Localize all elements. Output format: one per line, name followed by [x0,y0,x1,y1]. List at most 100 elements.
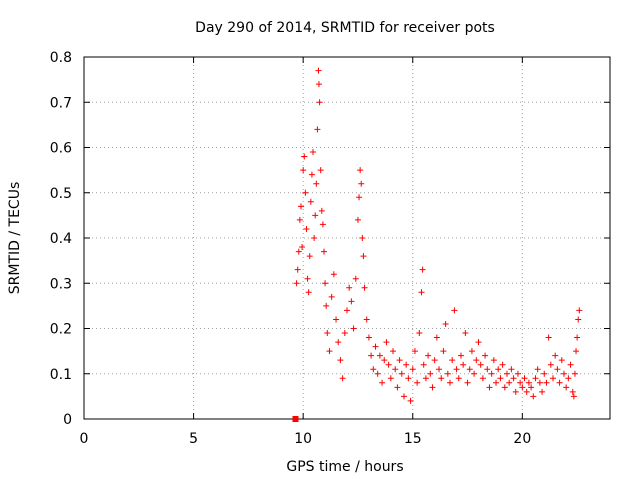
data-point [514,370,521,377]
data-point [543,379,550,386]
y-tick-label: 0.8 [50,50,72,66]
data-point [547,361,554,368]
data-point [569,388,576,395]
data-point [447,379,454,386]
data-point [422,375,429,382]
data-point [541,370,548,377]
data-point [307,198,314,205]
y-tick-label: 0.6 [50,141,72,157]
data-point [313,180,320,187]
data-point [565,375,572,382]
data-point [464,379,471,386]
data-point [532,375,539,382]
data-point [339,375,346,382]
data-point [400,393,407,400]
data-point [372,343,379,350]
x-tick-label: 0 [80,431,89,447]
data-point [383,339,390,346]
y-tick-label: 0.4 [50,231,72,247]
data-point [429,384,436,391]
data-point [344,307,350,314]
data-point [574,334,581,341]
data-point [381,357,388,364]
data-point [475,339,482,346]
data-point [376,352,383,359]
data-point [358,180,365,187]
data-point [497,375,504,382]
data-point [416,330,423,337]
data-point [563,384,570,391]
data-point [482,352,489,359]
data-point [449,357,456,364]
data-point [528,384,535,391]
y-axis-label: SRMTID / TECUs [7,182,23,295]
data-point [556,379,563,386]
data-point [316,99,323,106]
data-point [436,366,443,373]
data-point [453,366,460,373]
flag-point [292,416,299,422]
data-point [455,375,462,382]
data-point [314,126,321,133]
data-point [407,397,414,404]
data-point [471,370,478,377]
data-point [506,379,513,386]
data-point [305,289,312,296]
data-point [295,248,302,255]
data-point [512,388,519,395]
data-point [350,325,357,332]
data-point [457,352,464,359]
data-point [312,212,319,219]
data-point [545,334,552,341]
data-point [306,253,313,260]
data-point [374,370,381,377]
data-point [322,280,329,287]
data-point [335,339,342,346]
data-point [293,280,300,287]
data-point [300,167,307,174]
data-point [479,375,486,382]
data-point [451,307,458,314]
data-point [370,366,377,373]
data-point [319,221,326,228]
data-point [330,271,337,278]
y-tick-label: 0.7 [50,95,72,111]
data-point [294,266,301,273]
data-point [560,370,567,377]
data-point [333,316,340,323]
data-point [484,366,491,373]
data-point [503,370,510,377]
data-point [462,330,469,337]
data-point [573,348,580,355]
data-point [508,366,515,373]
data-point [420,361,427,368]
data-point [570,393,577,400]
axis-ticks: 0 0.1 0.2 0.3 0.4 0.5 0.6 0.7 0.8 0 5 10 15 20 [50,50,610,447]
data-point [530,393,537,400]
data-point [552,352,559,359]
data-point [398,370,405,377]
data-point [301,153,308,160]
data-point [477,361,484,368]
data-point [361,284,368,291]
data-point [360,253,367,260]
data-point [425,352,432,359]
data-point [326,348,333,355]
y-tick-label: 0.1 [50,367,72,383]
data-point [575,316,582,323]
x-tick-label: 10 [294,431,312,447]
data-point [419,266,426,273]
data-point [558,357,565,364]
data-point [403,361,410,368]
data-point [323,302,330,309]
data-point [495,366,502,373]
data-point [390,348,397,355]
data-point [357,167,364,174]
data-point [346,284,353,291]
data-point [328,293,335,300]
data-point [550,375,557,382]
data-point [431,357,438,364]
data-point [468,348,475,355]
data-point [315,81,322,88]
